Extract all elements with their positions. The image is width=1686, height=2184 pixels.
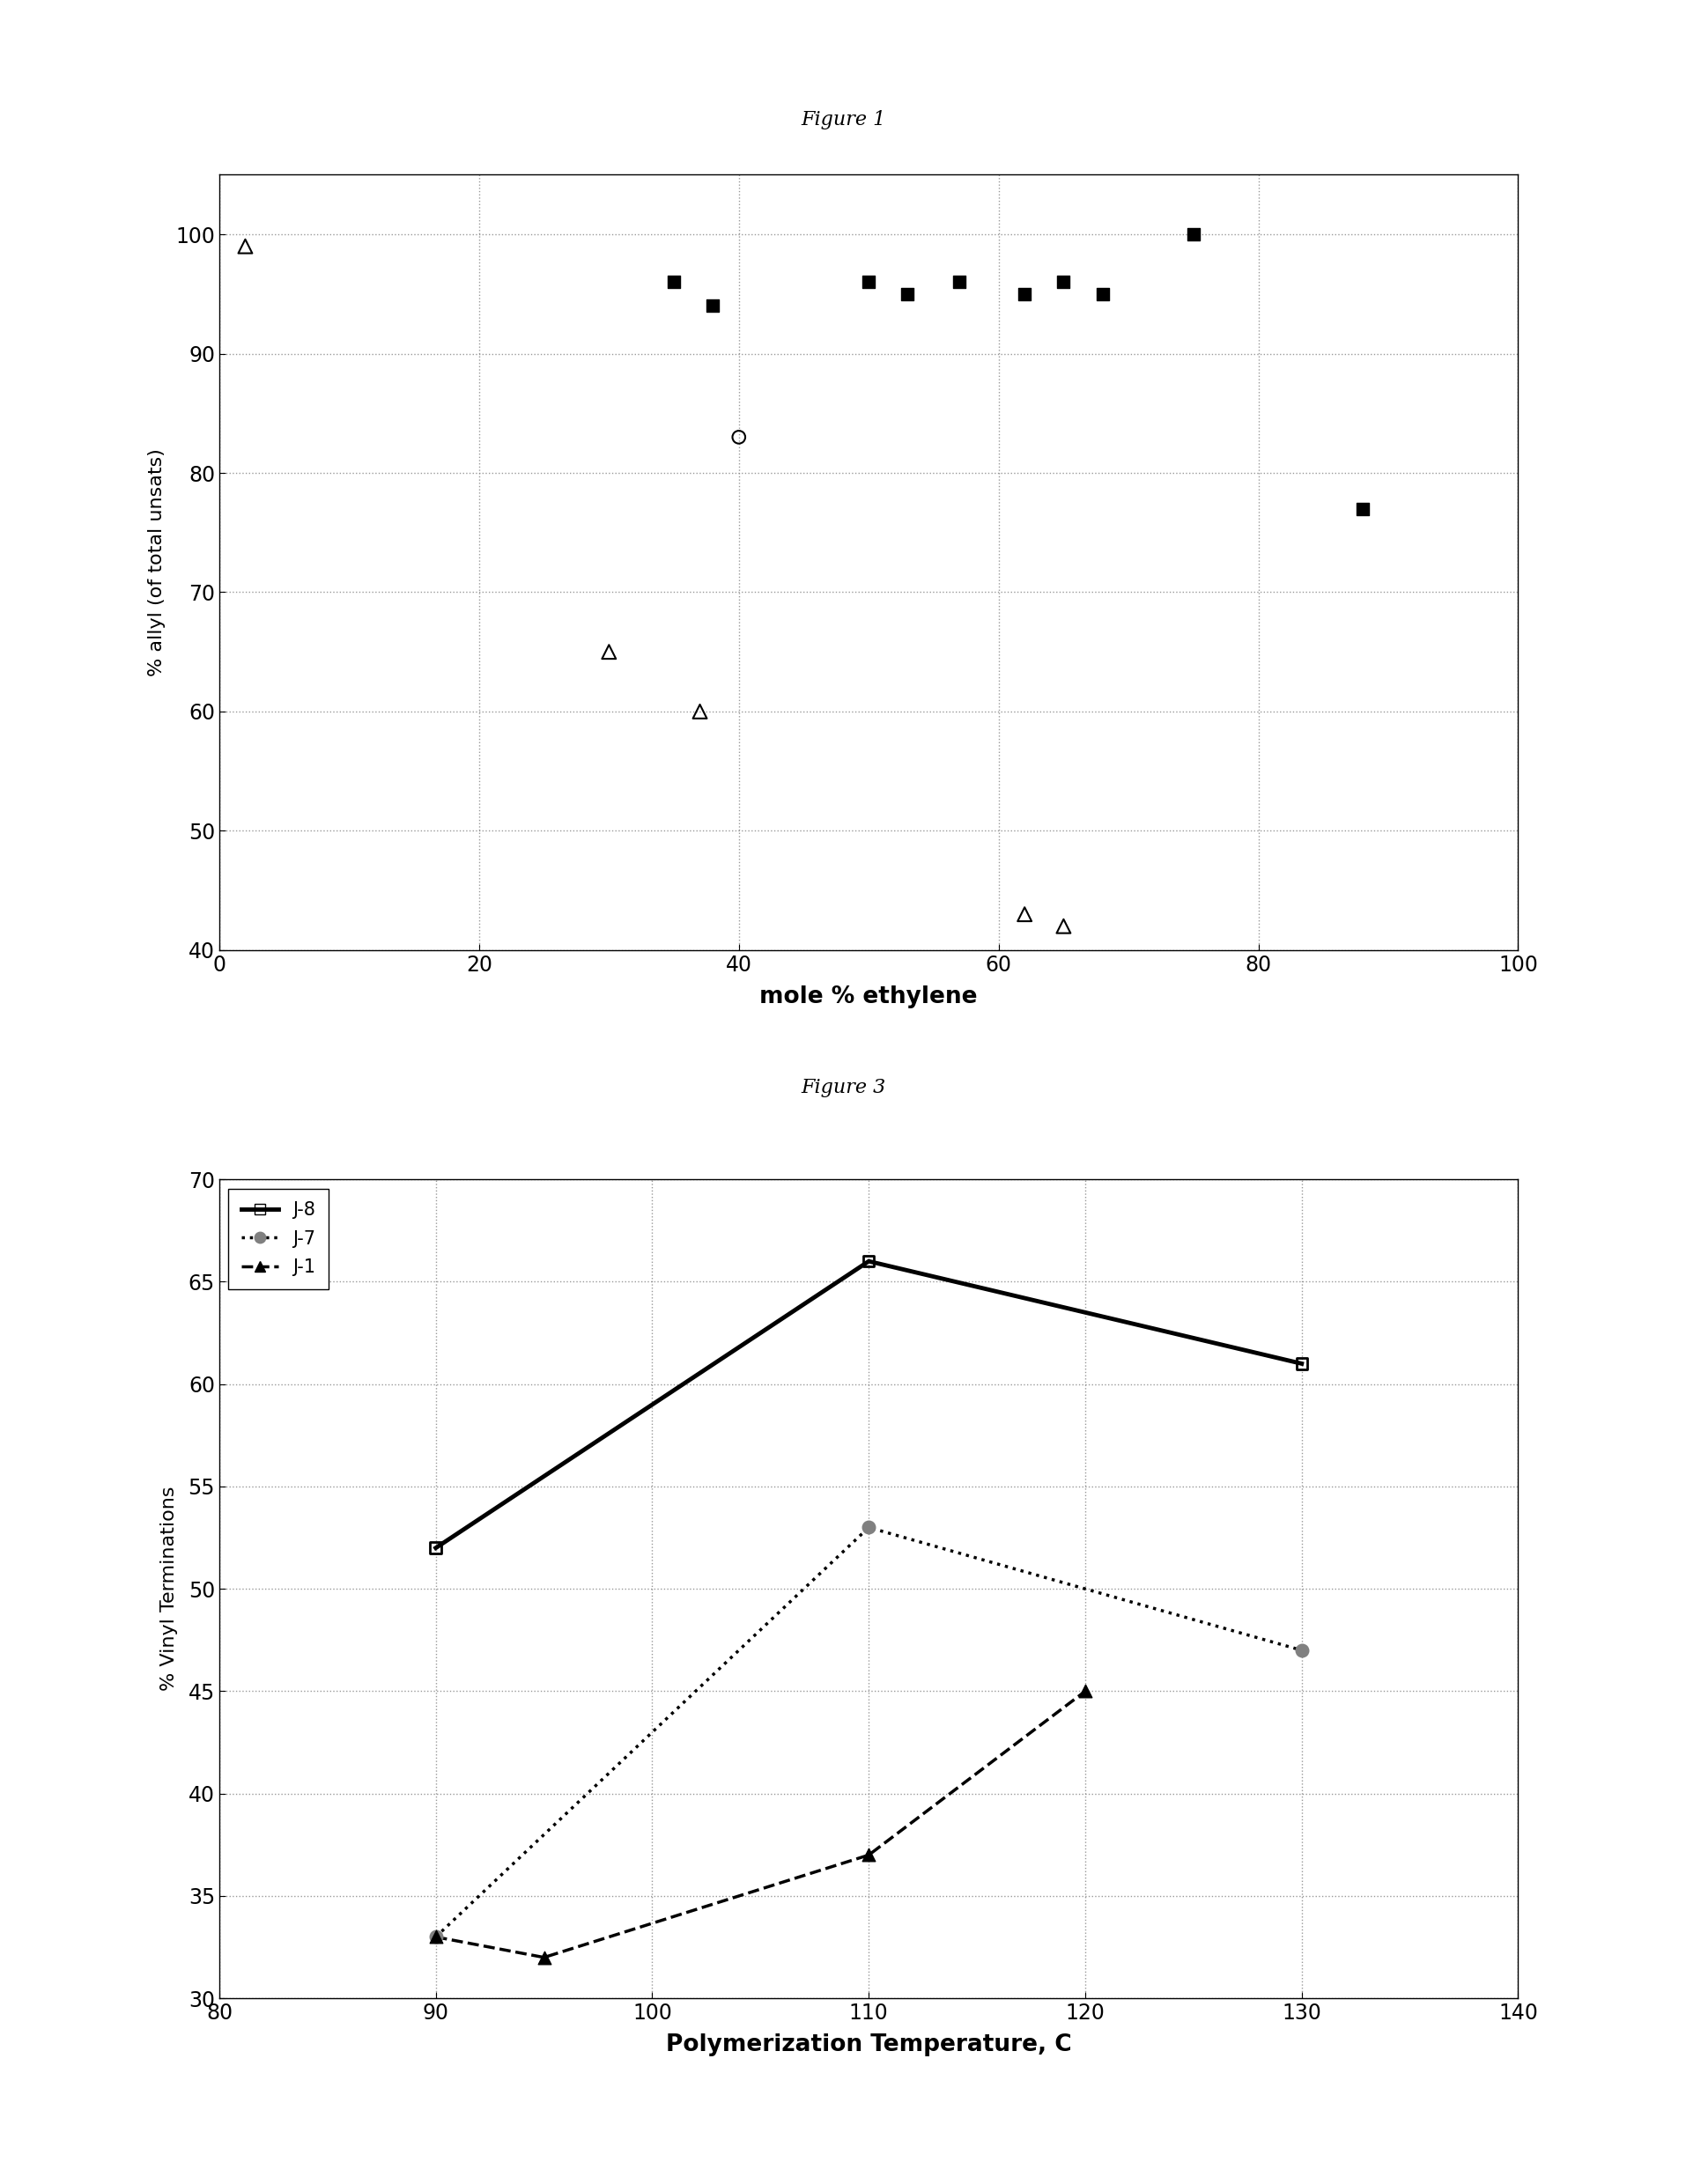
Point <box>686 695 713 729</box>
Point <box>422 1920 448 1955</box>
Point <box>700 288 727 323</box>
Text: Figure 1: Figure 1 <box>801 111 885 129</box>
Point <box>1049 909 1077 943</box>
Point <box>946 264 973 299</box>
X-axis label: mole % ethylene: mole % ethylene <box>759 985 978 1009</box>
Point <box>855 1837 882 1872</box>
Point <box>1049 264 1077 299</box>
Point <box>595 633 622 668</box>
Point <box>422 1920 448 1955</box>
Point <box>725 419 752 454</box>
Point <box>1089 277 1116 312</box>
Point <box>1071 1673 1098 1708</box>
Point <box>661 264 688 299</box>
Y-axis label: % allyl (of total unsats): % allyl (of total unsats) <box>148 448 165 677</box>
X-axis label: Polymerization Temperature, C: Polymerization Temperature, C <box>666 2033 1071 2057</box>
Point <box>1288 1345 1315 1380</box>
Text: Figure 3: Figure 3 <box>801 1079 885 1096</box>
Y-axis label: % Vinyl Terminations: % Vinyl Terminations <box>160 1487 179 1690</box>
Point <box>1180 216 1207 251</box>
Point <box>1288 1634 1315 1669</box>
Point <box>529 1939 556 1974</box>
Point <box>855 1245 882 1280</box>
Point <box>1010 277 1037 312</box>
Point <box>855 264 882 299</box>
Point <box>1349 491 1376 526</box>
Point <box>422 1531 448 1566</box>
Point <box>855 1509 882 1544</box>
Point <box>231 229 258 264</box>
Point <box>1010 898 1037 933</box>
Point <box>894 277 921 312</box>
Legend: J-8, J-7, J-1: J-8, J-7, J-1 <box>228 1188 329 1289</box>
